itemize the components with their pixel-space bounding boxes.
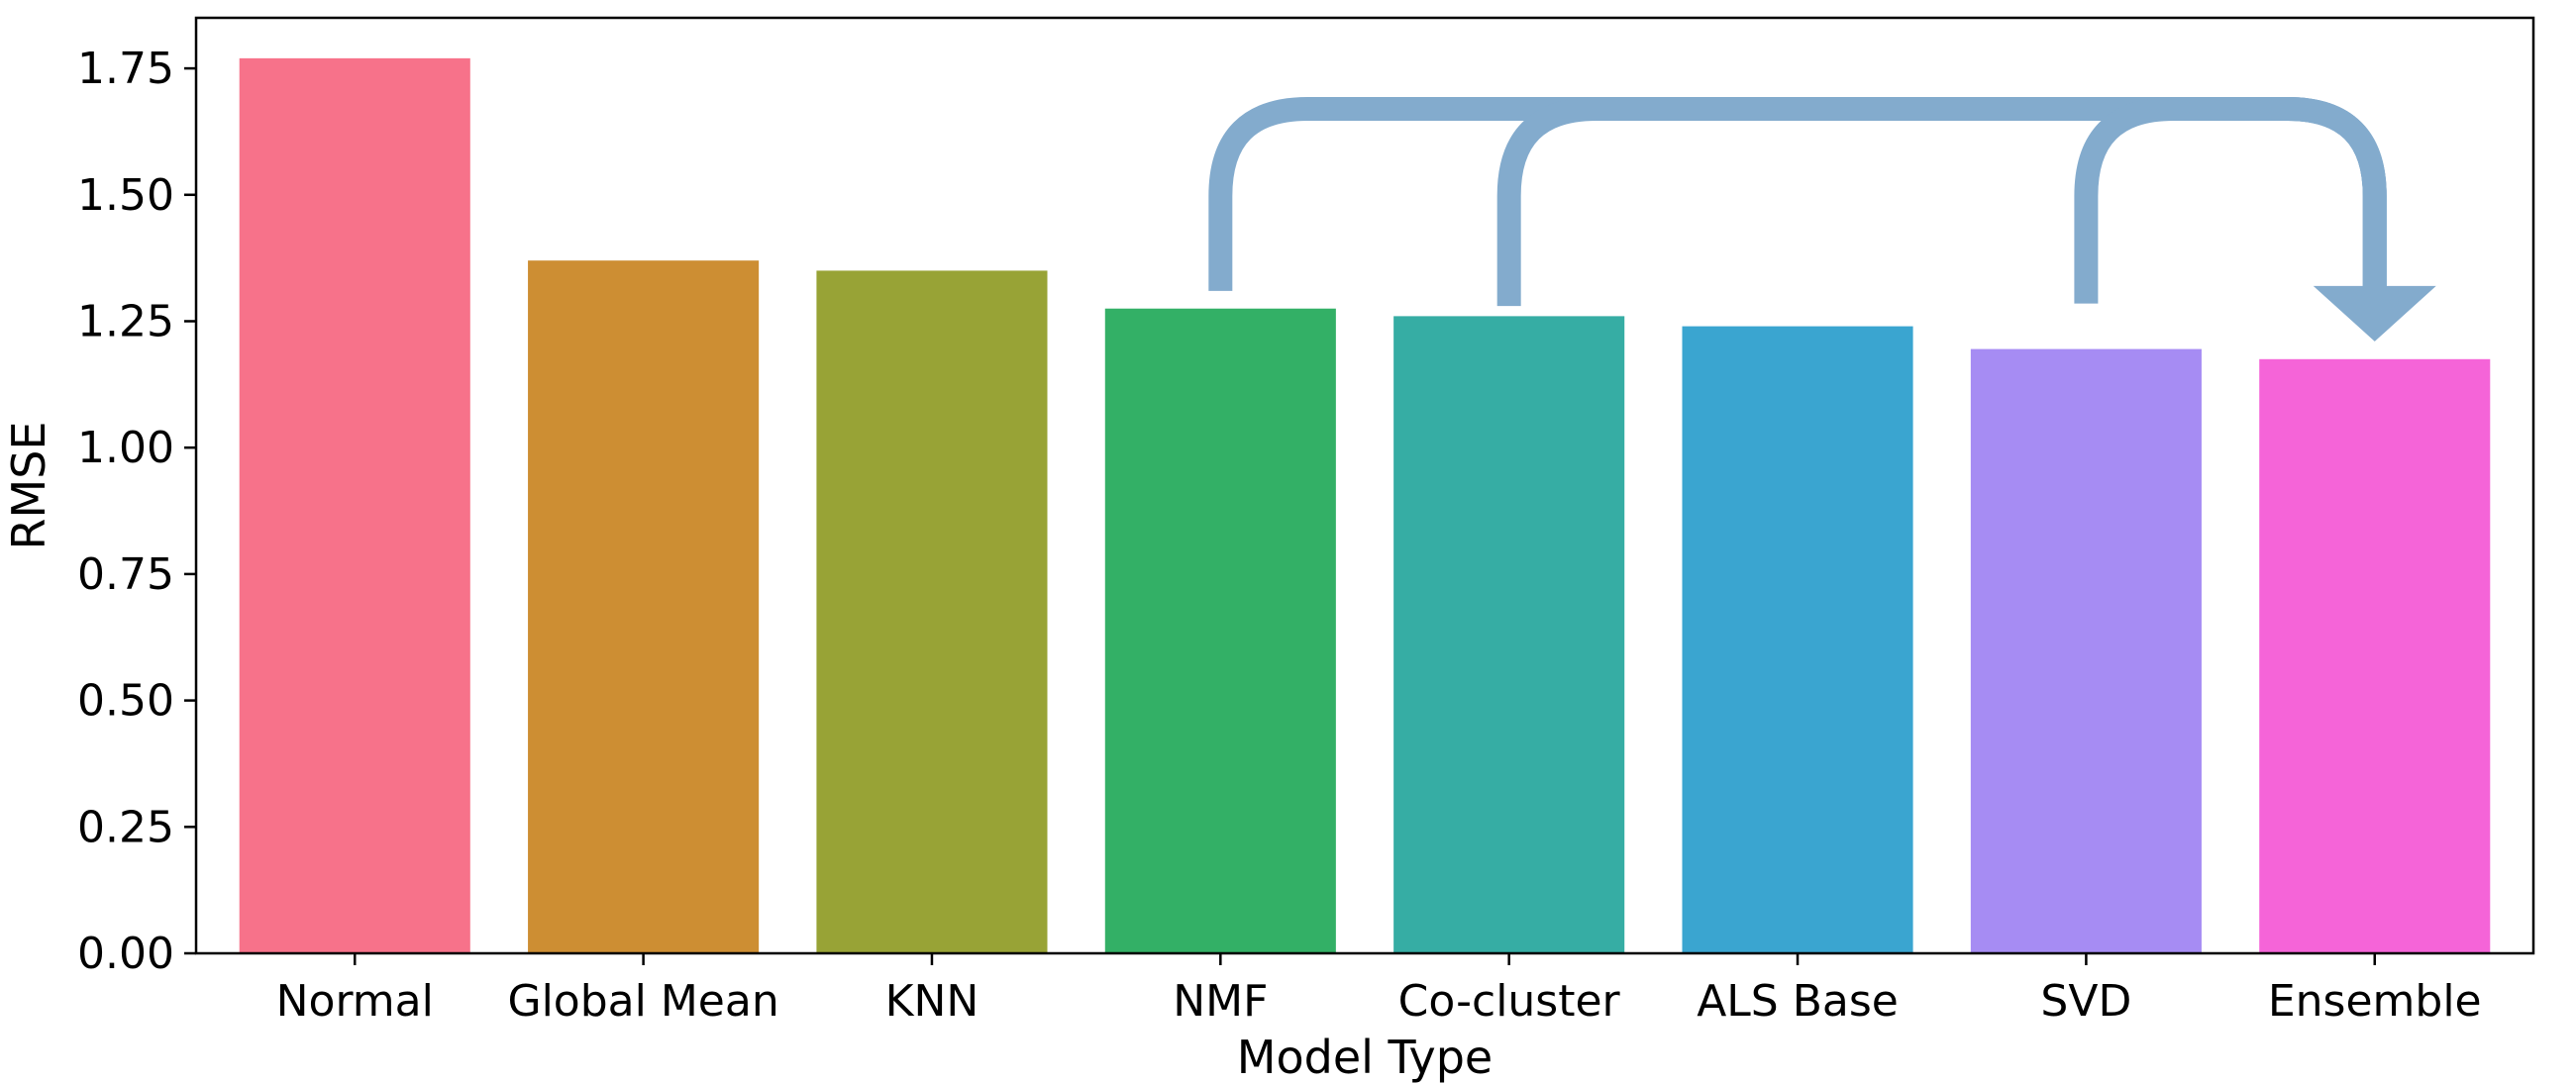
x-tick-label: SVD xyxy=(2040,976,2131,1027)
y-axis-label: RMSE xyxy=(2,422,55,550)
x-tick-label: NMF xyxy=(1173,976,1268,1027)
x-tick-label: ALS Base xyxy=(1697,976,1899,1027)
arrow-nmf-to-ensemble xyxy=(1208,96,2387,291)
arrowhead-ensemble xyxy=(2313,285,2436,342)
bar-normal xyxy=(239,57,470,953)
x-axis-label: Model Type xyxy=(1237,1031,1493,1083)
y-tick-label: 0.00 xyxy=(77,929,174,979)
bars-group xyxy=(239,57,2491,954)
bar-svd xyxy=(1970,348,2202,954)
y-axis: 0.00 0.25 0.50 0.75 1.00 1.25 1.50 1.75 xyxy=(77,44,196,979)
x-tick-label: Co-cluster xyxy=(1398,976,1621,1027)
bar-global-mean xyxy=(528,260,760,953)
y-tick-label: 0.50 xyxy=(77,676,174,727)
bar-knn xyxy=(816,270,1048,953)
y-tick-label: 0.75 xyxy=(77,549,174,600)
x-tick-label: Normal xyxy=(276,976,434,1027)
y-tick-label: 1.25 xyxy=(77,296,174,346)
x-tick-label: Global Mean xyxy=(507,976,778,1027)
ensemble-arrows xyxy=(1208,96,2436,342)
arrow-co-cluster-to-ensemble xyxy=(1496,96,2387,307)
y-tick-label: 1.50 xyxy=(77,170,174,221)
bar-nmf xyxy=(1104,308,1336,954)
plot-frame xyxy=(194,16,2535,955)
arrow-svd-to-ensemble xyxy=(2074,96,2387,304)
bar-als-base xyxy=(1682,326,1913,953)
bar-co-cluster xyxy=(1393,316,1625,953)
bar-ensemble xyxy=(2259,358,2491,953)
y-tick-label: 1.75 xyxy=(77,44,174,94)
x-tick-label: Ensemble xyxy=(2268,976,2482,1027)
y-tick-label: 1.00 xyxy=(77,423,174,473)
y-tick-label: 0.25 xyxy=(77,802,174,852)
x-tick-label: KNN xyxy=(885,976,979,1027)
x-axis: Normal Global Mean KNN NMF Co-cluster ALS Bas… xyxy=(276,953,2482,1027)
